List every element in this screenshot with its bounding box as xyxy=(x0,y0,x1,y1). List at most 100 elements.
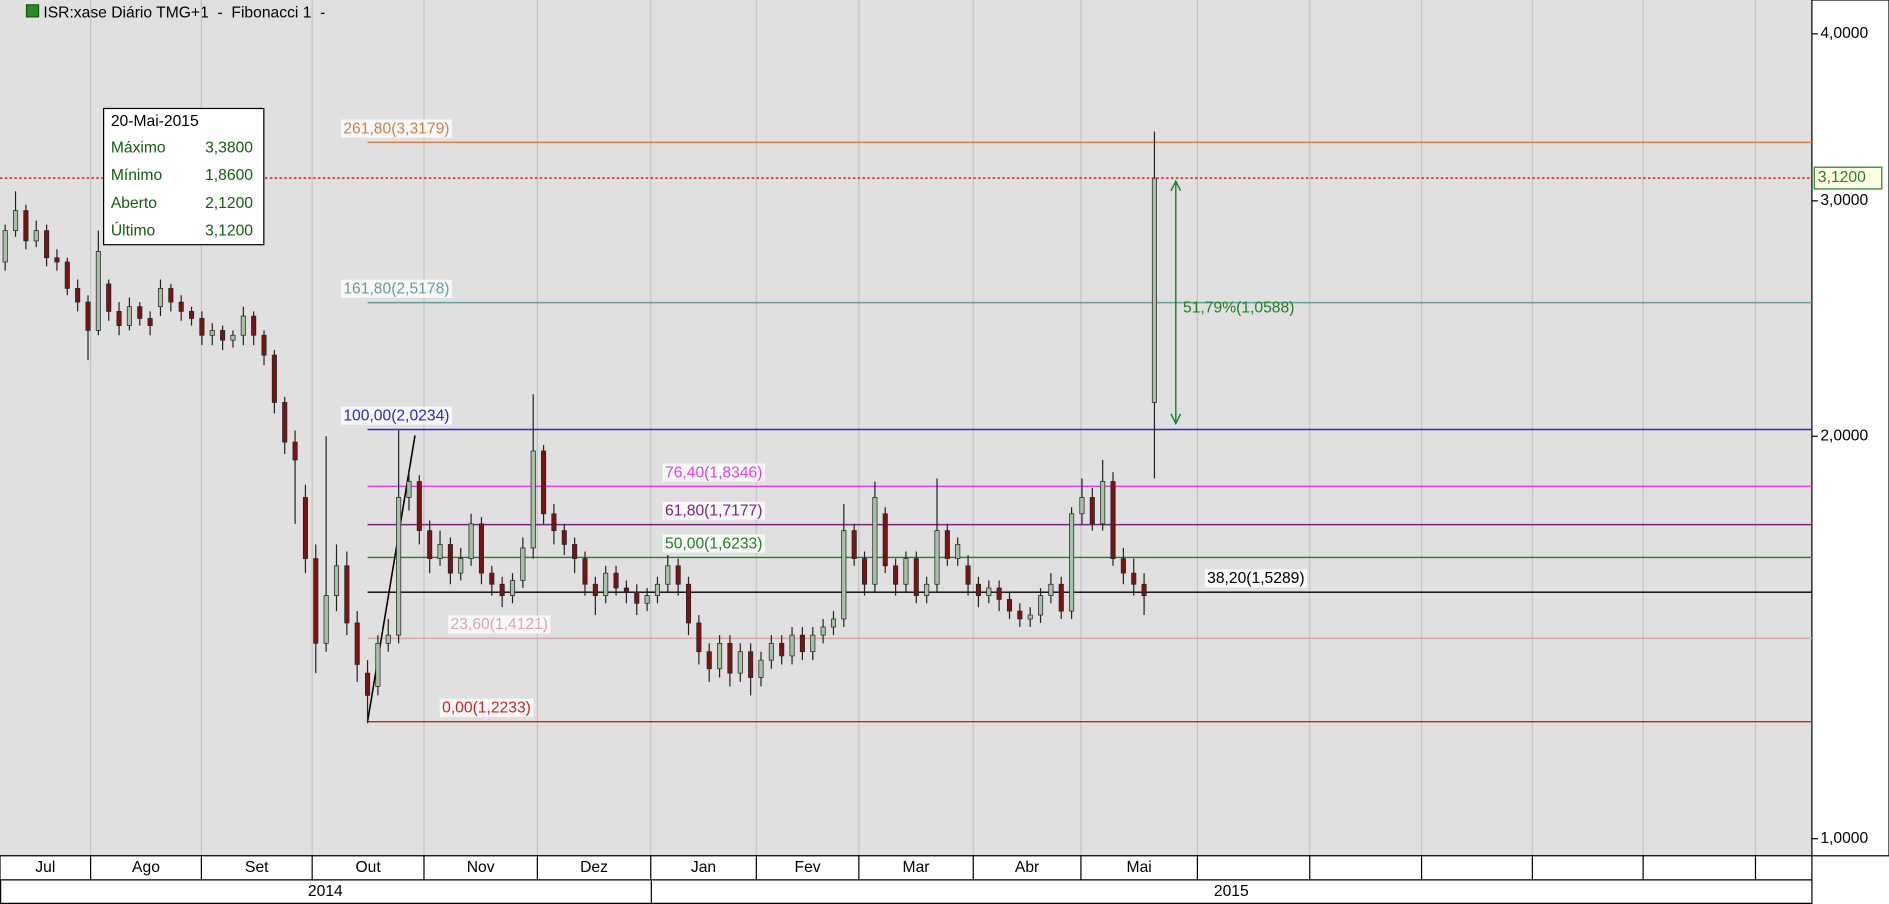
candle-body xyxy=(748,651,754,678)
fib-label: 23,60(1,4121) xyxy=(451,616,548,633)
candle-body xyxy=(292,441,298,461)
candle-body xyxy=(64,261,70,289)
candle-body xyxy=(147,318,153,326)
candle-body xyxy=(116,311,122,326)
candle-body xyxy=(1079,497,1085,515)
y-tick-label: 4,0000 xyxy=(1820,25,1868,42)
measure-arrowhead xyxy=(1170,179,1182,192)
x-tick-label: Set xyxy=(245,859,269,876)
candle-body xyxy=(385,634,391,644)
candle-body xyxy=(168,288,174,303)
fib-label-bg xyxy=(662,463,765,482)
candle-body xyxy=(251,315,257,336)
candle-body xyxy=(416,481,422,531)
candle-body xyxy=(934,530,940,585)
candle-body xyxy=(354,622,360,665)
fib-label: 0,00(1,2233) xyxy=(442,700,531,717)
info-date: 20-Mai-2015 xyxy=(111,113,199,130)
candle-body xyxy=(706,651,712,670)
fib-label: 61,80(1,7177) xyxy=(665,502,762,519)
candle-body xyxy=(396,497,402,636)
candle-body xyxy=(1069,513,1075,612)
candle-body xyxy=(499,583,505,596)
candle-body xyxy=(75,288,81,303)
x-tick-label: Fev xyxy=(795,859,821,876)
candle-body xyxy=(54,257,60,263)
candle-body xyxy=(768,642,774,661)
candle-body xyxy=(592,583,598,596)
y-tick-label: 3,0000 xyxy=(1820,192,1868,209)
fib-label: 38,20(1,5289) xyxy=(1207,570,1304,587)
candle-body xyxy=(137,306,143,319)
candle-body xyxy=(1006,599,1013,612)
candle-body xyxy=(95,251,101,331)
candle-body xyxy=(13,210,19,231)
candle-body xyxy=(178,301,184,312)
candle-body xyxy=(572,544,578,559)
candle-body xyxy=(758,659,764,678)
candle-body xyxy=(333,565,340,596)
fib-label-bg xyxy=(340,119,452,138)
candle-body xyxy=(189,311,195,319)
candle-body xyxy=(23,210,29,242)
candle-body xyxy=(530,450,536,549)
candle-body xyxy=(737,651,743,674)
candle-body xyxy=(913,558,919,596)
candle-body xyxy=(685,583,692,624)
candle-body xyxy=(924,583,930,596)
plot-area xyxy=(0,0,1812,856)
candle-body xyxy=(1100,481,1106,525)
candle-body xyxy=(717,642,723,670)
candle-body xyxy=(220,330,226,341)
measure-arrowhead xyxy=(1170,413,1182,426)
candle-body xyxy=(313,558,319,644)
candle-body xyxy=(106,283,112,312)
y-axis-panel xyxy=(1811,0,1889,857)
candle-body xyxy=(1131,572,1137,585)
candle-body xyxy=(644,595,650,604)
candle-body xyxy=(85,301,91,331)
candle-body xyxy=(1089,497,1095,525)
x-tick-label: Ago xyxy=(132,859,160,876)
candle-body xyxy=(551,513,557,531)
candle-body xyxy=(427,530,433,559)
info-value: 3,1200 xyxy=(205,223,253,240)
fib-label: 50,00(1,6233) xyxy=(665,535,762,552)
candle-body xyxy=(1017,610,1023,620)
candle-body xyxy=(478,523,484,574)
info-label: Último xyxy=(111,221,156,240)
candle-body xyxy=(882,513,888,567)
x-tick-label: Mar xyxy=(903,859,930,876)
info-value: 2,1200 xyxy=(205,195,253,212)
y-tick-label: 1,0000 xyxy=(1820,830,1868,847)
candle-body xyxy=(509,580,516,596)
candle-body xyxy=(799,634,805,653)
info-value: 1,8600 xyxy=(205,167,253,184)
candle-body xyxy=(1141,583,1147,596)
candle-body xyxy=(810,634,816,653)
candle-body xyxy=(1048,583,1054,596)
candle-body xyxy=(613,572,619,589)
candle-body xyxy=(654,583,660,596)
candle-body xyxy=(789,634,795,657)
x-tick-label: Nov xyxy=(467,859,495,876)
fib-label-bg xyxy=(439,698,534,717)
candle-body xyxy=(944,530,950,559)
x-tick-label: Abr xyxy=(1015,859,1039,876)
year-label: 2015 xyxy=(1214,883,1249,900)
candle-body xyxy=(634,591,640,604)
fib-label: 261,80(3,3179) xyxy=(343,120,449,137)
candle-body xyxy=(375,642,381,687)
measure-label: 51,79%(1,0588) xyxy=(1183,300,1294,317)
last-price-box xyxy=(1813,166,1883,190)
candle-body xyxy=(126,306,132,326)
fib-label-bg xyxy=(340,279,452,298)
candle-body xyxy=(675,565,681,585)
candle-body xyxy=(996,587,1002,600)
candle-body xyxy=(261,334,267,356)
info-label: Aberto xyxy=(111,195,157,212)
candle-body xyxy=(282,402,288,443)
year-label: 2014 xyxy=(308,883,343,900)
candle-body xyxy=(541,450,547,515)
